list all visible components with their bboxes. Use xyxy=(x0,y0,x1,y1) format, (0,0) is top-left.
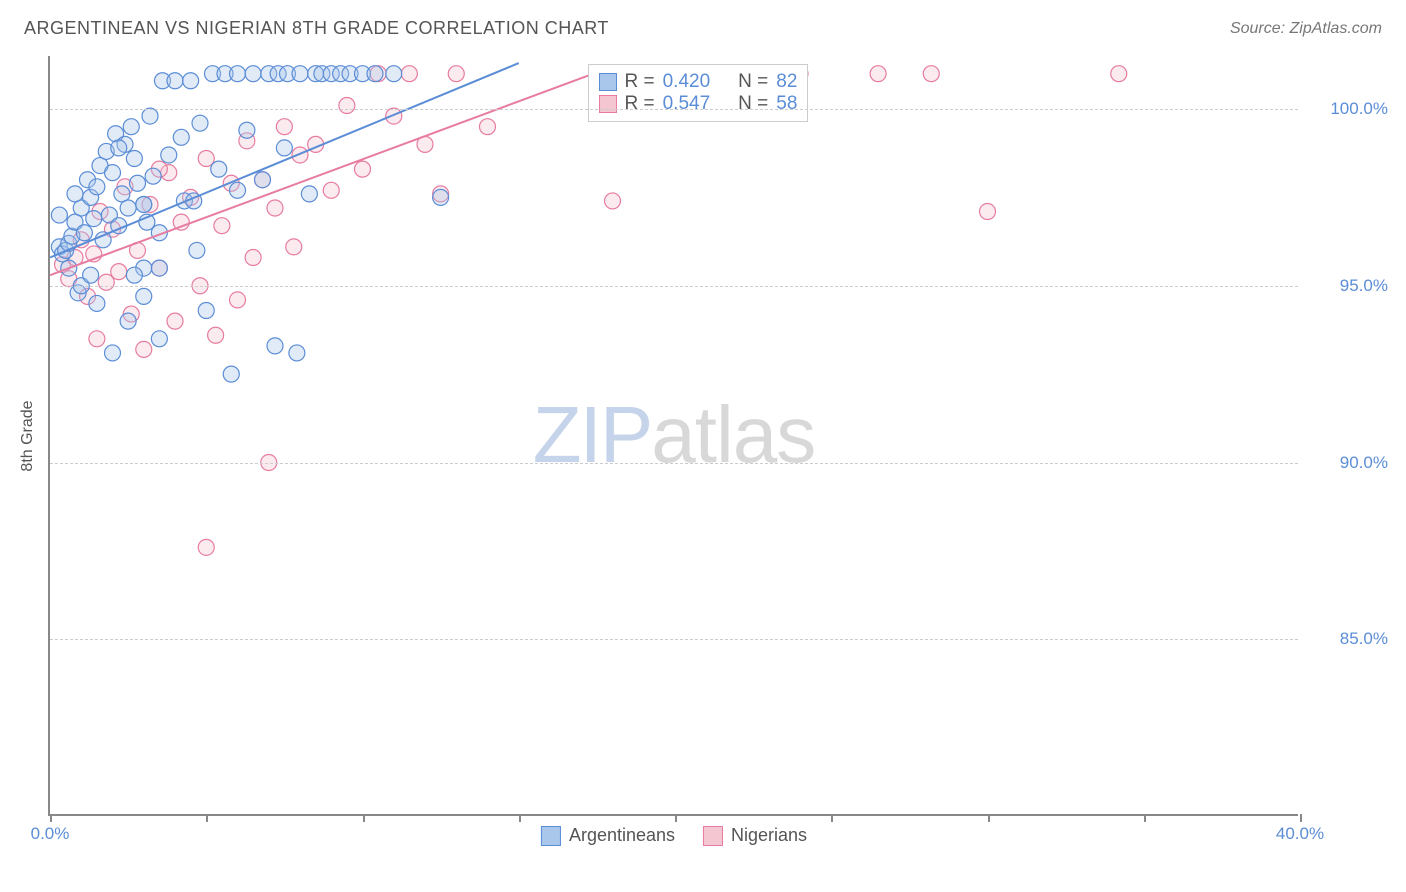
swatch-blue xyxy=(541,826,561,846)
legend-row-pink: R = 0.547 N = 58 xyxy=(599,93,798,115)
chart-title: ARGENTINEAN VS NIGERIAN 8TH GRADE CORREL… xyxy=(24,18,609,39)
n-label: N = xyxy=(738,71,768,93)
x-tick xyxy=(50,814,52,822)
source-label: Source: ZipAtlas.com xyxy=(1230,20,1382,38)
legend-label-pink: Nigerians xyxy=(731,825,807,846)
y-tick-label: 95.0% xyxy=(1340,276,1388,296)
r-label: R = xyxy=(625,71,655,93)
n-value-pink: 58 xyxy=(776,93,797,115)
r-value-pink: 0.547 xyxy=(663,93,711,115)
legend-label-blue: Argentineans xyxy=(569,825,675,846)
y-tick-label: 100.0% xyxy=(1330,99,1388,119)
legend-row-blue: R = 0.420 N = 82 xyxy=(599,71,798,93)
legend-item-blue: Argentineans xyxy=(541,825,675,846)
y-tick-label: 85.0% xyxy=(1340,629,1388,649)
x-tick xyxy=(206,814,208,822)
x-tick xyxy=(675,814,677,822)
legend-item-pink: Nigerians xyxy=(703,825,807,846)
plot-area: ZIPatlas R = 0.420 N = 82 R = 0.547 N = … xyxy=(48,56,1298,816)
gridline xyxy=(50,109,1298,110)
gridline xyxy=(50,639,1298,640)
scatter-plot-svg xyxy=(50,56,1300,816)
x-tick xyxy=(1144,814,1146,822)
n-label: N = xyxy=(738,93,768,115)
chart-container: 8th Grade ZIPatlas R = 0.420 N = 82 R = … xyxy=(48,56,1388,816)
x-tick-label: 40.0% xyxy=(1276,824,1324,844)
x-tick-label: 0.0% xyxy=(31,824,70,844)
x-tick xyxy=(519,814,521,822)
swatch-blue xyxy=(599,73,617,91)
r-value-blue: 0.420 xyxy=(663,71,711,93)
swatch-pink xyxy=(703,826,723,846)
x-tick xyxy=(1300,814,1302,822)
gridline xyxy=(50,463,1298,464)
x-tick xyxy=(831,814,833,822)
n-value-blue: 82 xyxy=(776,71,797,93)
gridline xyxy=(50,286,1298,287)
series-legend: Argentineans Nigerians xyxy=(541,825,807,846)
x-tick xyxy=(988,814,990,822)
correlation-legend: R = 0.420 N = 82 R = 0.547 N = 58 xyxy=(588,64,809,122)
y-tick-label: 90.0% xyxy=(1340,453,1388,473)
x-tick xyxy=(363,814,365,822)
y-axis-label: 8th Grade xyxy=(19,400,37,471)
r-label: R = xyxy=(625,93,655,115)
